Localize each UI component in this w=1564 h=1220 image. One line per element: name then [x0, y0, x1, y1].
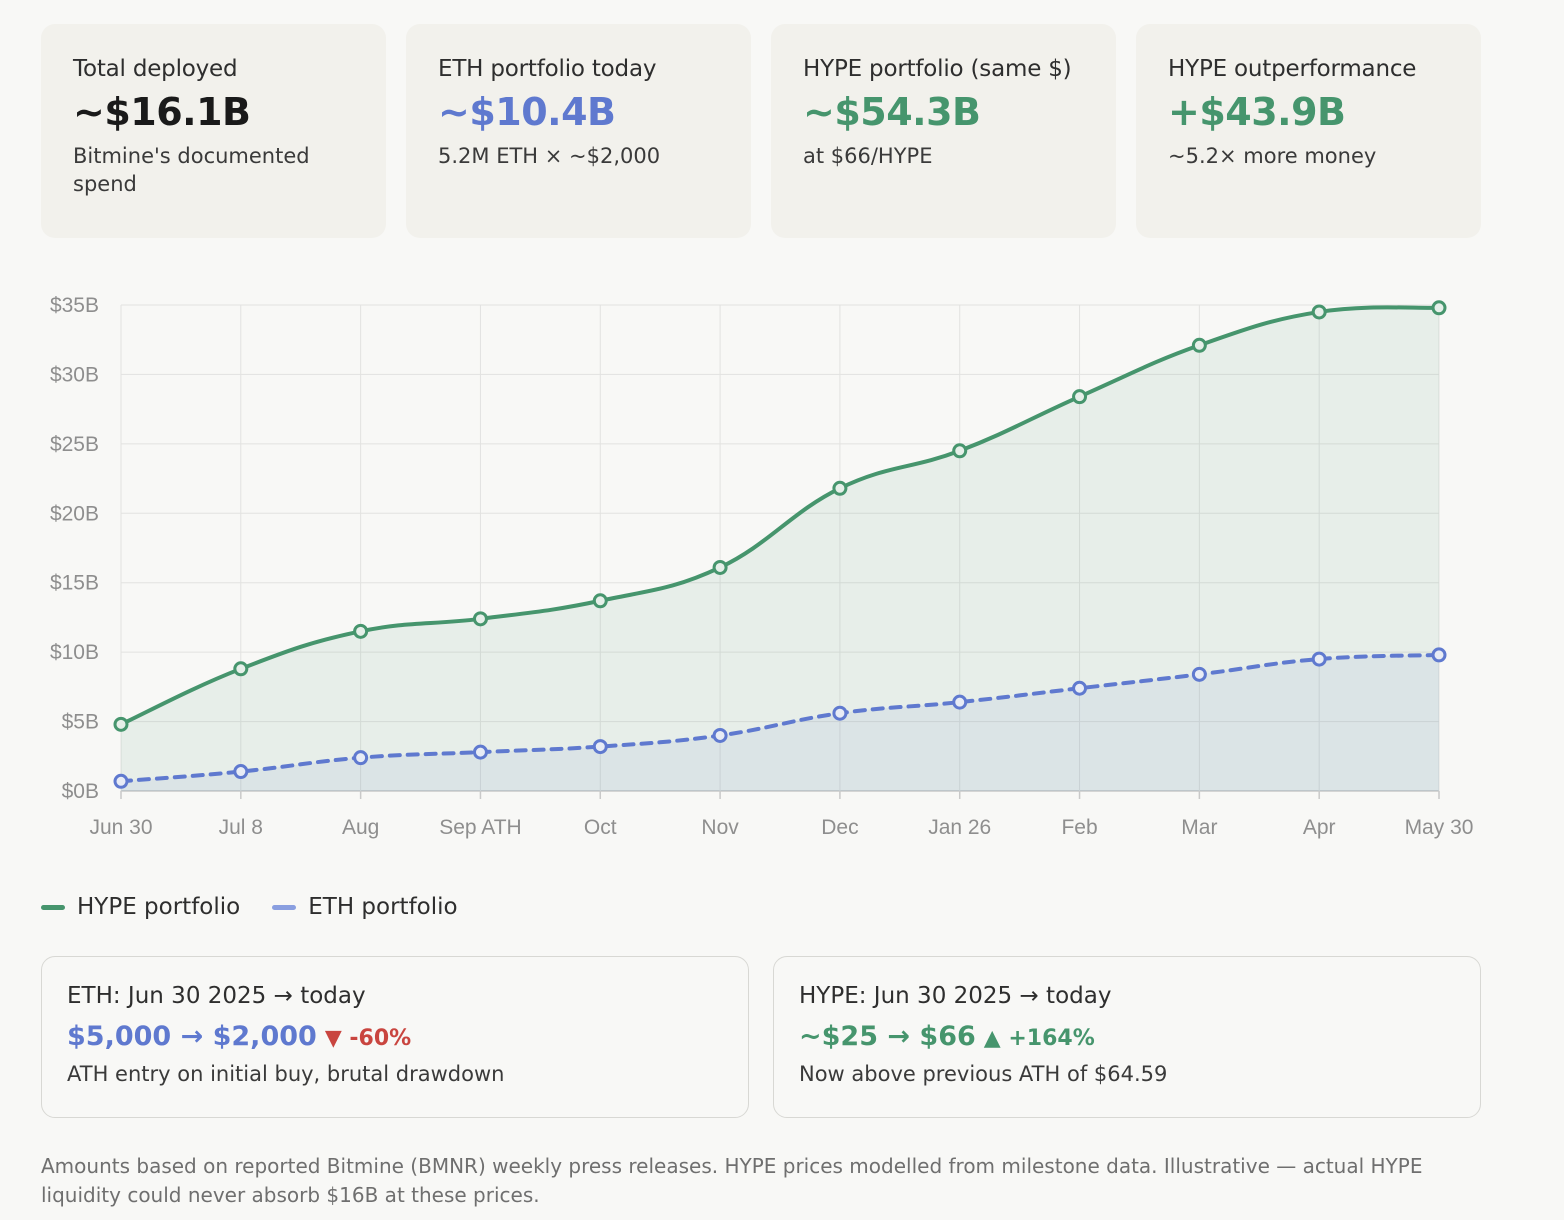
comparison-boxes: ETH: Jun 30 2025 → today $5,000 → $2,000… [41, 956, 1481, 1118]
box-sub: Now above previous ATH of $64.59 [799, 1062, 1168, 1086]
series-area-hype [121, 307, 1439, 791]
portfolio-line-chart: $0B $5B $10B $15B $20B $25B $30B $35B Jun 30 Jul … [50, 294, 1474, 839]
data-point-eth [832, 705, 848, 721]
card-sub: Bitmine's documented spend [73, 143, 310, 196]
card-value: ~$10.4B [438, 90, 616, 134]
y-tick-label: $10B [50, 641, 99, 664]
card-value: +$43.9B [1168, 90, 1346, 134]
data-point-hype [1072, 389, 1088, 405]
price-range: $5,000 → $2,000 [67, 1021, 317, 1052]
data-point-hype [1191, 337, 1207, 353]
x-tick-label: Oct [584, 816, 617, 839]
price-range: ~$25 → $66 [799, 1021, 976, 1052]
legend-item-eth[interactable]: ETH portfolio [272, 894, 458, 920]
percent-change-up: ▲ +164% [983, 1026, 1095, 1051]
footnote: Amounts based on reported Bitmine (BMNR)… [41, 1154, 1423, 1207]
card-hype-outperformance: HYPE outperformance +$43.9B ~5.2× more m… [1136, 24, 1481, 238]
card-sub: at $66/HYPE [803, 143, 933, 168]
y-tick-label: $25B [50, 433, 99, 456]
chart-legend: HYPE portfolio ETH portfolio [41, 894, 458, 920]
series-line-eth [119, 652, 1441, 784]
x-tick-label: Apr [1303, 816, 1336, 839]
x-tick-label: Aug [342, 816, 379, 839]
card-hype-portfolio: HYPE portfolio (same $) ~$54.3B at $66/H… [771, 24, 1116, 238]
y-tick-label: $35B [50, 294, 99, 317]
x-tick-label: Nov [701, 816, 739, 839]
data-point-eth [952, 694, 968, 710]
card-label: ETH portfolio today [438, 56, 657, 82]
data-point-hype [233, 661, 249, 677]
box-title: HYPE: Jun 30 2025 → today [799, 983, 1112, 1009]
box-price-change: ~$25 → $66 ▲ +164% [799, 1021, 1455, 1052]
data-point-hype [832, 480, 848, 496]
box-price-change: $5,000 → $2,000 ▼ -60% [67, 1021, 723, 1052]
card-label: Total deployed [73, 56, 238, 82]
data-point-eth [1072, 680, 1088, 696]
legend-swatch-eth [272, 904, 297, 910]
data-point-hype [113, 716, 129, 732]
legend-item-hype[interactable]: HYPE portfolio [41, 894, 240, 920]
data-point-hype [472, 611, 488, 627]
data-point-hype [712, 559, 728, 575]
hype-comparison-box: HYPE: Jun 30 2025 → today ~$25 → $66 ▲ +… [773, 956, 1481, 1118]
legend-label: ETH portfolio [308, 894, 458, 920]
x-tick-label: Mar [1181, 816, 1217, 839]
y-tick-label: $5B [62, 711, 99, 734]
x-tick-label: Sep ATH [439, 816, 521, 839]
y-tick-label: $20B [50, 502, 99, 525]
legend-label: HYPE portfolio [77, 894, 241, 920]
data-point-hype [1311, 304, 1327, 320]
card-value: ~$54.3B [803, 90, 981, 134]
card-label: HYPE outperformance [1168, 56, 1417, 82]
x-tick-label: Jan 26 [928, 816, 991, 839]
x-tick-label: Jul 8 [219, 816, 263, 839]
data-point-eth [1191, 666, 1207, 682]
card-eth-portfolio: ETH portfolio today ~$10.4B 5.2M ETH × ~… [406, 24, 751, 238]
data-point-eth [353, 750, 369, 766]
x-tick-label: Jun 30 [89, 816, 152, 839]
eth-comparison-box: ETH: Jun 30 2025 → today $5,000 → $2,000… [41, 956, 749, 1118]
data-point-hype [952, 443, 968, 459]
x-tick-label: May 30 [1405, 816, 1474, 839]
data-point-hype [353, 623, 369, 639]
percent-change-down: ▼ -60% [324, 1026, 412, 1051]
data-point-hype [592, 593, 608, 609]
card-sub: 5.2M ETH × ~$2,000 [438, 143, 661, 168]
x-tick-label: Feb [1061, 816, 1097, 839]
card-total-deployed: Total deployed ~$16.1B Bitmine's documen… [41, 24, 386, 238]
data-point-eth [1311, 651, 1327, 667]
data-point-eth [1431, 647, 1447, 663]
data-point-eth [233, 764, 249, 780]
y-tick-label: $30B [50, 363, 99, 386]
data-point-eth [472, 744, 488, 760]
card-sub: ~5.2× more money [1168, 143, 1377, 168]
x-tick-label: Dec [821, 816, 858, 839]
y-tick-label: $15B [50, 572, 99, 595]
box-sub: ATH entry on initial buy, brutal drawdow… [67, 1062, 505, 1086]
data-point-eth [113, 773, 129, 789]
card-label: HYPE portfolio (same $) [803, 56, 1072, 82]
data-point-eth [592, 739, 608, 755]
box-title: ETH: Jun 30 2025 → today [67, 983, 366, 1009]
data-point-hype [1431, 300, 1447, 316]
data-point-eth [712, 727, 728, 743]
legend-swatch-hype [41, 904, 65, 910]
series-area-eth [121, 654, 1439, 791]
summary-cards: Total deployed ~$16.1B Bitmine's documen… [41, 24, 1481, 238]
y-tick-label: $0B [62, 780, 99, 803]
card-value: ~$16.1B [73, 90, 251, 134]
